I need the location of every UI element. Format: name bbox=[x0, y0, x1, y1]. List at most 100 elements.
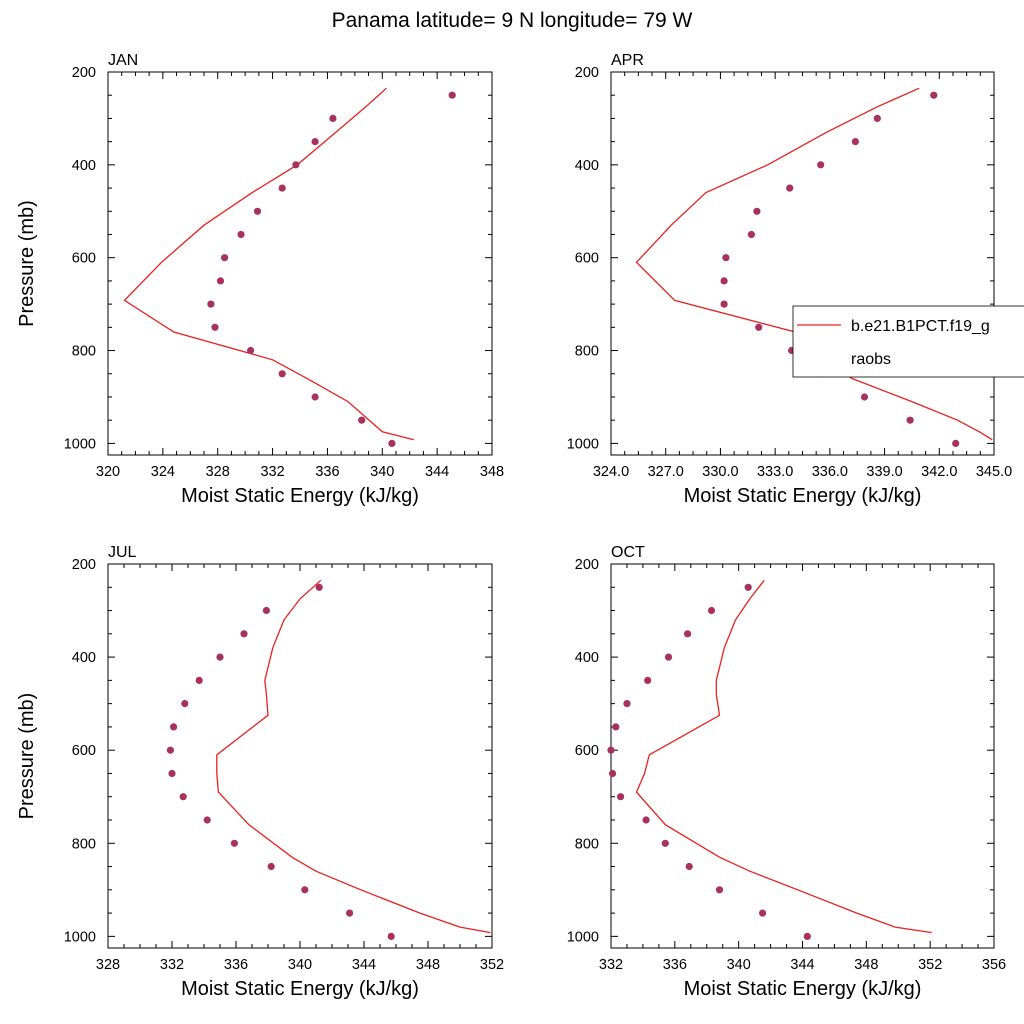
obs-point bbox=[851, 138, 860, 146]
obs-point bbox=[952, 439, 960, 447]
model-line bbox=[216, 579, 491, 934]
y-tick-label: 200 bbox=[575, 557, 599, 573]
x-tick-label: 332 bbox=[260, 464, 284, 480]
obs-point bbox=[195, 676, 203, 685]
obs-point bbox=[346, 909, 354, 917]
x-tick-label: 356 bbox=[982, 957, 1006, 973]
model-line bbox=[635, 87, 993, 441]
x-tick-label: 336.0 bbox=[812, 464, 848, 480]
x-tick-label: 332 bbox=[599, 957, 623, 973]
obs-point bbox=[661, 839, 669, 847]
obs-point bbox=[715, 886, 724, 894]
panel-jan: 320 324 328 332 336 340 344 348 200 400 600 800 1000… bbox=[16, 52, 504, 507]
y-tick-label: 400 bbox=[575, 158, 599, 174]
obs-point bbox=[247, 346, 255, 355]
x-axis-label: Moist Static Energy (kJ/kg) bbox=[684, 978, 922, 1000]
obs-point bbox=[181, 700, 189, 708]
obs-point bbox=[744, 583, 752, 591]
obs-point bbox=[267, 862, 275, 871]
y-tick-label: 200 bbox=[72, 557, 96, 573]
y-tick-label: 800 bbox=[575, 836, 599, 852]
x-tick-label: 344 bbox=[425, 464, 449, 480]
obs-point bbox=[685, 862, 693, 871]
obs-point bbox=[216, 653, 224, 661]
x-tick-label: 327.0 bbox=[648, 464, 684, 480]
obs-point bbox=[759, 909, 767, 917]
y-tick-label: 600 bbox=[72, 743, 96, 759]
panel-jul: 328 332 336 340 344 348 352 200 400 600 800 1000 JUL… bbox=[16, 544, 504, 1000]
x-tick-label: 339.0 bbox=[866, 464, 902, 480]
x-tick-label: 340 bbox=[288, 957, 312, 973]
model-line bbox=[123, 87, 414, 441]
obs-point bbox=[211, 323, 219, 331]
figure-title: Panama latitude= 9 N longitude= 79 W bbox=[332, 9, 693, 32]
panel-apr: 324.0 327.0 330.0 333.0 336.0 339.0 342.0 345.0… bbox=[567, 52, 1012, 507]
obs-point bbox=[388, 439, 396, 447]
obs-point bbox=[358, 416, 366, 424]
obs-point bbox=[216, 277, 225, 285]
x-tick-label: 342.0 bbox=[921, 464, 957, 480]
y-tick-label: 1000 bbox=[567, 436, 599, 452]
obs-point bbox=[623, 700, 631, 708]
x-axis-label: Moist Static Energy (kJ/kg) bbox=[684, 485, 922, 507]
obs-point bbox=[166, 746, 174, 754]
obs-point bbox=[278, 370, 286, 378]
obs-point bbox=[753, 207, 761, 215]
obs-point bbox=[221, 254, 229, 262]
obs-point bbox=[311, 138, 319, 146]
x-tick-label: 333.0 bbox=[757, 464, 793, 480]
obs-point bbox=[329, 114, 337, 122]
model-line bbox=[635, 579, 932, 934]
legend-label-obs: raobs bbox=[851, 351, 891, 368]
obs-point bbox=[617, 793, 625, 801]
obs-point bbox=[930, 91, 938, 99]
obs-point bbox=[860, 393, 869, 401]
y-tick-label: 800 bbox=[575, 344, 599, 360]
obs-point bbox=[803, 932, 811, 941]
obs-point bbox=[237, 230, 245, 239]
obs-point bbox=[301, 886, 309, 894]
x-tick-label: 320 bbox=[96, 464, 120, 480]
legend-box bbox=[792, 305, 1024, 378]
obs-point bbox=[387, 932, 395, 941]
obs-point bbox=[664, 653, 673, 661]
obs-point bbox=[906, 416, 914, 424]
obs-point bbox=[644, 676, 652, 685]
panels: 320 324 328 332 336 340 344 348 200 400 600 800 1000… bbox=[16, 52, 1012, 1000]
x-tick-label: 332 bbox=[160, 957, 184, 973]
obs-point bbox=[179, 793, 187, 801]
panel-title: APR bbox=[611, 52, 644, 69]
y-tick-label: 1000 bbox=[64, 929, 96, 945]
obs-point bbox=[873, 114, 881, 122]
obs-point bbox=[817, 161, 825, 169]
x-tick-label: 352 bbox=[918, 957, 942, 973]
y-tick-label: 600 bbox=[575, 743, 599, 759]
obs-point bbox=[203, 816, 211, 824]
panel-title: JAN bbox=[108, 52, 138, 69]
obs-point bbox=[207, 300, 215, 308]
obs-point bbox=[720, 277, 728, 285]
obs-point bbox=[612, 723, 620, 731]
x-tick-label: 330.0 bbox=[702, 464, 738, 480]
obs-point bbox=[168, 769, 176, 778]
obs-point bbox=[292, 161, 300, 169]
y-tick-label: 1000 bbox=[567, 929, 599, 945]
x-tick-label: 348 bbox=[416, 957, 440, 973]
panel-title: OCT bbox=[611, 544, 645, 561]
x-axis-label: Moist Static Energy (kJ/kg) bbox=[181, 485, 419, 507]
y-tick-label: 400 bbox=[72, 650, 96, 666]
y-tick-label: 800 bbox=[72, 344, 96, 360]
obs-point bbox=[240, 630, 248, 638]
obs-point bbox=[253, 207, 262, 215]
x-tick-label: 336 bbox=[663, 957, 687, 973]
x-tick-label: 336 bbox=[315, 464, 339, 480]
obs-point bbox=[722, 254, 730, 262]
y-tick-label: 800 bbox=[72, 836, 96, 852]
x-axis-label: Moist Static Energy (kJ/kg) bbox=[181, 978, 419, 1000]
y-axis-label: Pressure (mb) bbox=[16, 693, 38, 820]
obs-point bbox=[747, 230, 756, 239]
y-tick-label: 600 bbox=[575, 251, 599, 267]
obs-point bbox=[170, 723, 178, 731]
